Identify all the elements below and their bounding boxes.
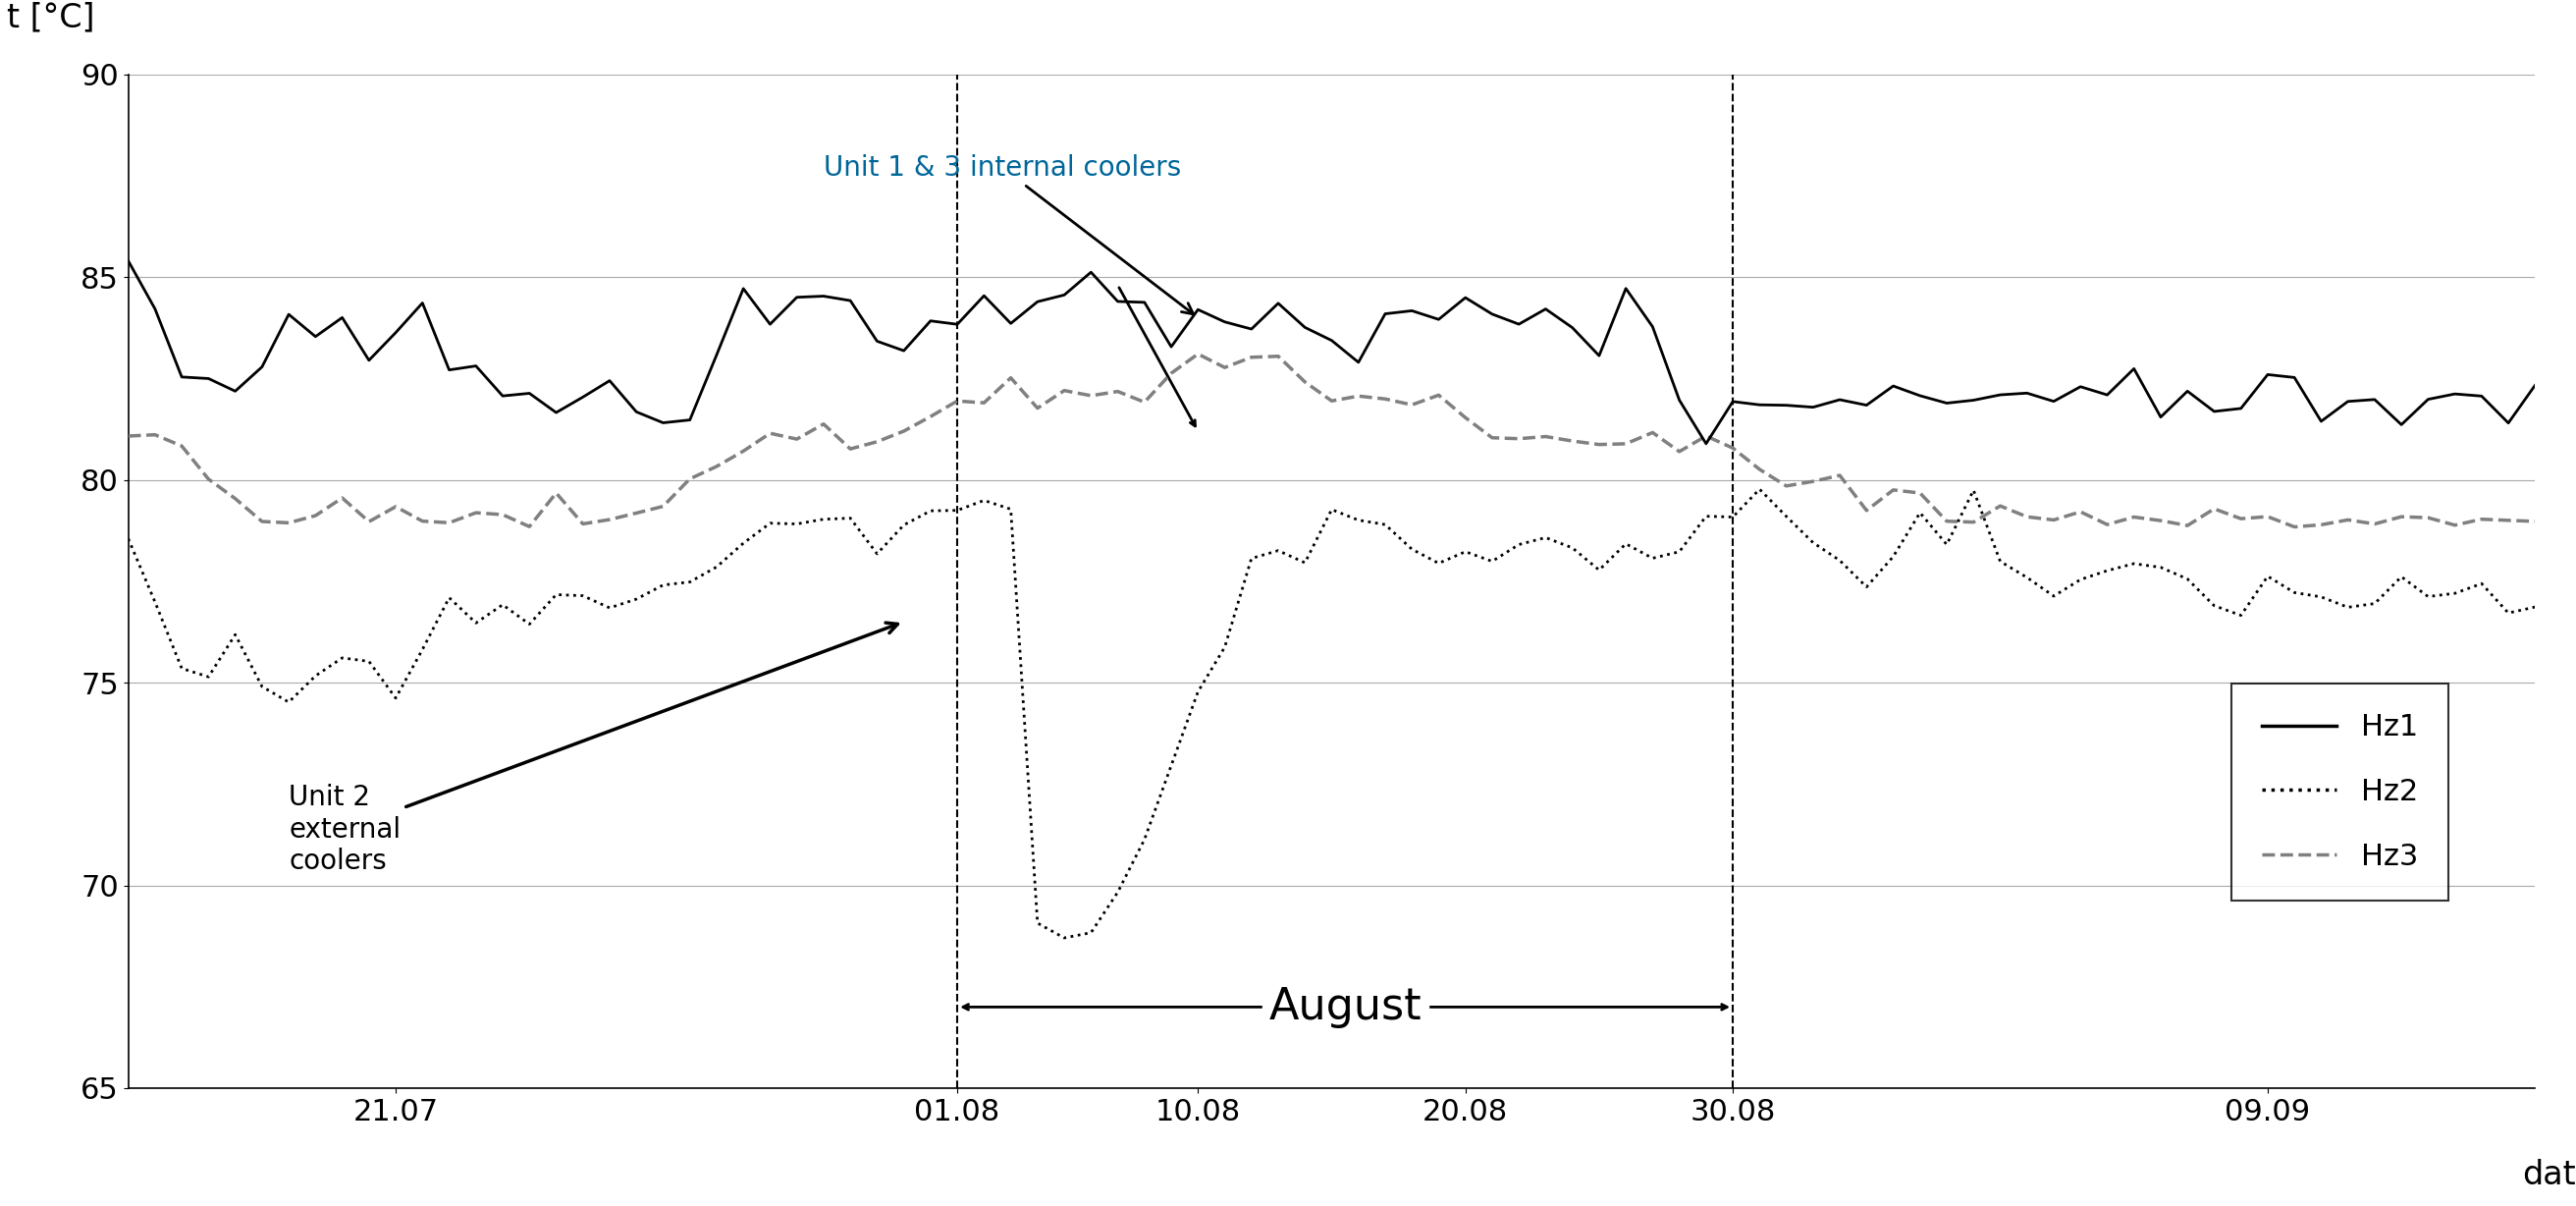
Text: Unit 1 & 3 internal coolers: Unit 1 & 3 internal coolers	[824, 154, 1193, 314]
Text: Unit 2
external
coolers: Unit 2 external coolers	[289, 622, 896, 876]
Text: August: August	[1267, 987, 1422, 1029]
Legend: Hz1, Hz2, Hz3: Hz1, Hz2, Hz3	[2231, 684, 2447, 901]
X-axis label: date: date	[2522, 1159, 2576, 1192]
Y-axis label: t [°C]: t [°C]	[8, 1, 95, 34]
